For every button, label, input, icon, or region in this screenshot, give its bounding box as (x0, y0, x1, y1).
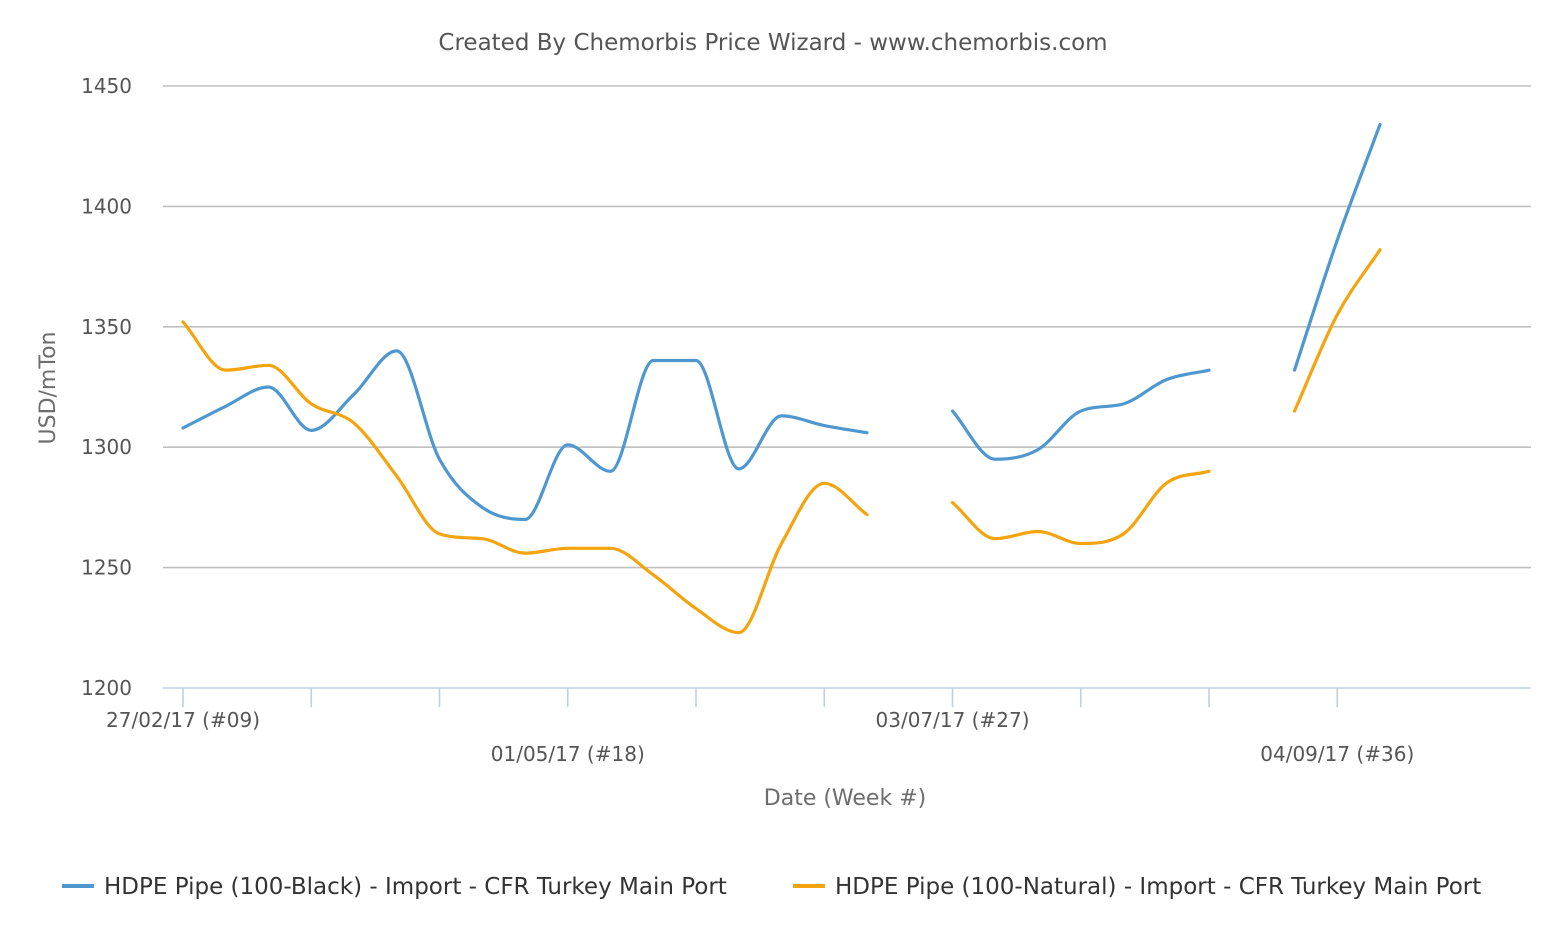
series-2-line-segment-2 (950, 469, 1211, 546)
x-axis-title: Date (Week #) (764, 786, 926, 811)
y-tick-label-1450: 1450 (81, 74, 132, 98)
y-tick-label-1200: 1200 (81, 676, 132, 700)
x-axis (163, 687, 1531, 707)
series-2-line-segment-3 (1292, 248, 1382, 413)
chart-title: Created By Chemorbis Price Wizard - www.… (438, 30, 1107, 56)
x-tick-label-week-18: 01/05/17 (#18) (491, 742, 645, 766)
y-tick-label-1400: 1400 (81, 194, 132, 218)
series-lines (181, 122, 1382, 635)
legend-item-2[interactable]: HDPE Pipe (100-Natural) - Import - CFR T… (793, 874, 1481, 900)
legend-label-2: HDPE Pipe (100-Natural) - Import - CFR T… (835, 874, 1481, 900)
series-2 (181, 248, 1382, 635)
legend: HDPE Pipe (100-Black) - Import - CFR Tur… (62, 874, 1481, 900)
legend-item-1[interactable]: HDPE Pipe (100-Black) - Import - CFR Tur… (62, 874, 727, 900)
series-1-line-segment-2 (950, 368, 1211, 461)
x-tick-label-week-27: 03/07/17 (#27) (876, 708, 1030, 732)
y-tick-label-1250: 1250 (81, 556, 132, 580)
y-axis-title: USD/mTon (36, 332, 61, 445)
series-2-line-segment-1 (181, 320, 869, 635)
y-tick-label-1300: 1300 (81, 435, 132, 459)
series-1 (181, 122, 1382, 522)
y-axis-ticks: 1200 1250 1300 1350 1400 1450 (81, 74, 132, 700)
legend-label-1: HDPE Pipe (100-Black) - Import - CFR Tur… (104, 874, 727, 900)
series-1-line-segment-1 (181, 349, 869, 522)
gridlines (163, 85, 1531, 569)
series-1-line-segment-3 (1292, 122, 1382, 372)
x-tick-label-week-9: 27/02/17 (#09) (106, 708, 260, 732)
y-tick-label-1350: 1350 (81, 315, 132, 339)
x-axis-tick-labels: 27/02/17 (#09) 01/05/17 (#18) 03/07/17 (#2… (106, 708, 1414, 766)
x-tick-label-week-36: 04/09/17 (#36) (1260, 742, 1414, 766)
